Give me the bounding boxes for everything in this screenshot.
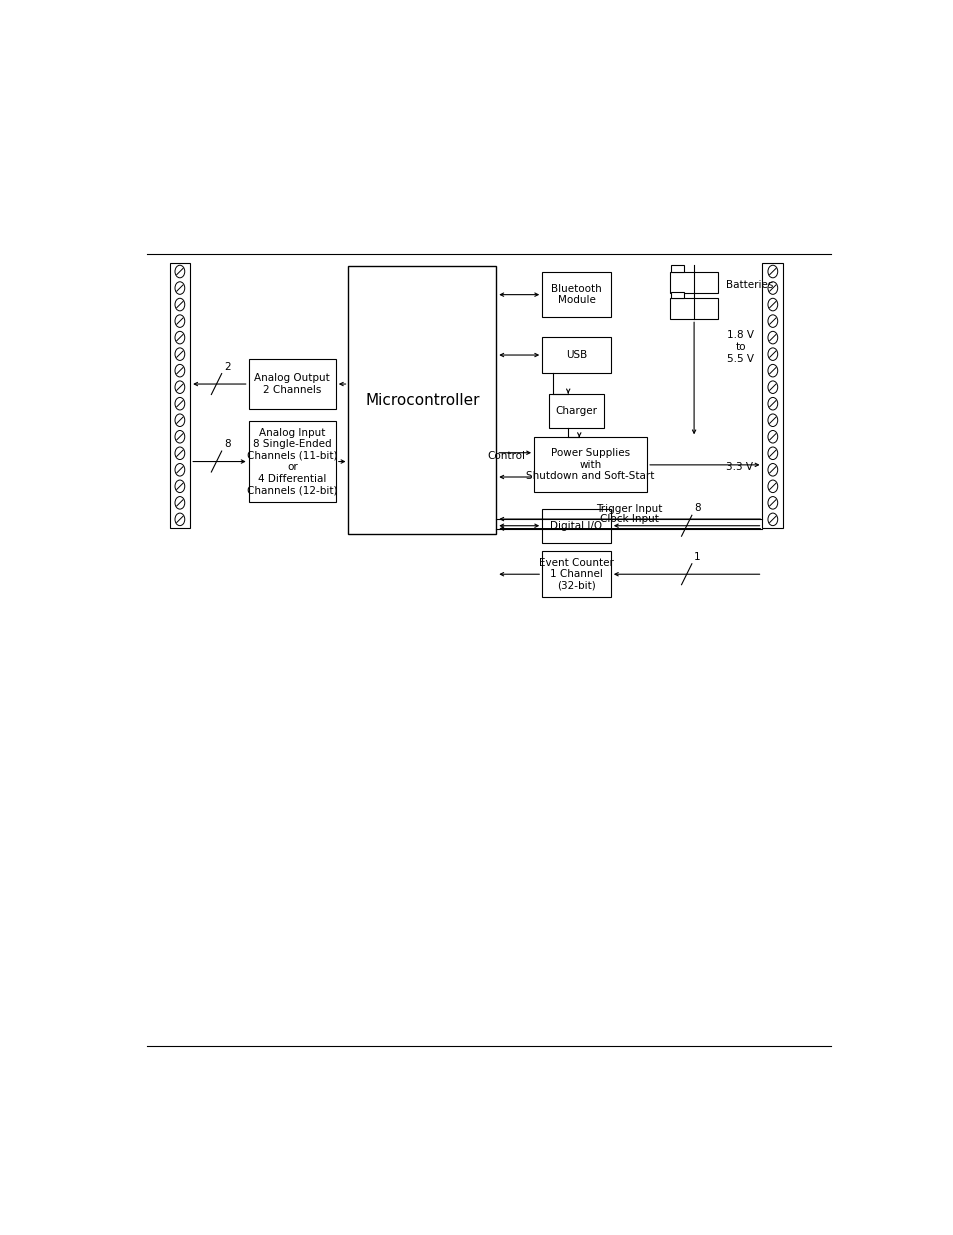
Bar bbox=[669, 299, 718, 320]
Bar bbox=[761, 263, 782, 527]
Text: Microcontroller: Microcontroller bbox=[365, 393, 479, 408]
Bar bbox=[670, 291, 683, 299]
Bar bbox=[670, 266, 683, 272]
Text: Batteries: Batteries bbox=[724, 280, 772, 290]
Text: USB: USB bbox=[565, 350, 586, 361]
Text: 1.8 V
to
5.5 V: 1.8 V to 5.5 V bbox=[726, 330, 753, 363]
Bar bbox=[348, 266, 496, 535]
Bar bbox=[534, 437, 646, 493]
Text: 8: 8 bbox=[694, 504, 700, 514]
Bar bbox=[548, 394, 603, 427]
Bar bbox=[541, 509, 610, 543]
Bar bbox=[541, 551, 610, 597]
Text: 1: 1 bbox=[694, 552, 700, 562]
Text: Charger: Charger bbox=[555, 405, 597, 416]
Text: Analog Output
2 Channels: Analog Output 2 Channels bbox=[254, 373, 330, 395]
Bar bbox=[669, 272, 718, 293]
Bar bbox=[170, 263, 190, 527]
Text: Analog Input
8 Single-Ended
Channels (11-bit)
or
4 Differential
Channels (12-bit: Analog Input 8 Single-Ended Channels (11… bbox=[247, 427, 337, 495]
Text: Power Supplies
with
Shutdown and Soft-Start: Power Supplies with Shutdown and Soft-St… bbox=[526, 448, 654, 482]
Text: Clock Input: Clock Input bbox=[599, 514, 659, 524]
Text: 3.3 V: 3.3 V bbox=[725, 462, 753, 472]
Bar bbox=[541, 337, 610, 373]
Text: 2: 2 bbox=[224, 362, 231, 372]
Text: Bluetooth
Module: Bluetooth Module bbox=[551, 284, 601, 305]
Text: Digital I/O: Digital I/O bbox=[550, 521, 602, 531]
Bar bbox=[249, 421, 335, 501]
Text: Trigger Input: Trigger Input bbox=[596, 504, 662, 514]
Bar bbox=[541, 272, 610, 317]
Text: Control: Control bbox=[487, 451, 524, 461]
Bar bbox=[249, 359, 335, 409]
Text: 8: 8 bbox=[224, 440, 231, 450]
Text: Event Counter
1 Channel
(32-bit): Event Counter 1 Channel (32-bit) bbox=[538, 558, 614, 590]
